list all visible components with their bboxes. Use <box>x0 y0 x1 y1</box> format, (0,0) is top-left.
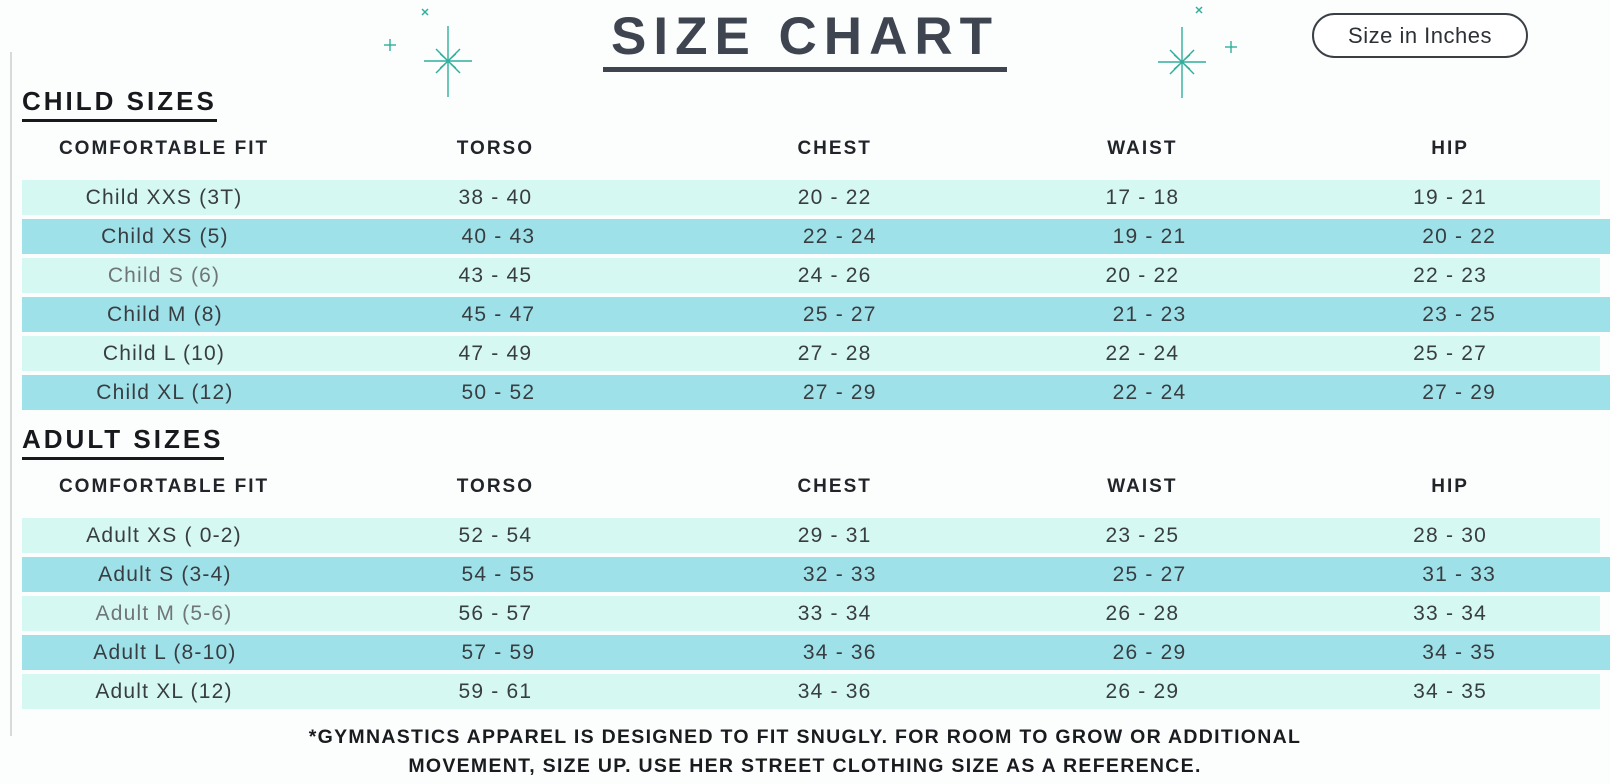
cell-hip: 23 - 25 <box>1422 302 1496 326</box>
section-heading: ADULT SIZES <box>22 424 224 460</box>
size-section: CHILD SIZES COMFORTABLE FIT TORSO CHEST WAI… <box>0 86 1610 410</box>
table-row: Child XXS (3T) 38 - 40 20 - 22 17 - 18 1… <box>22 180 1600 215</box>
cell-waist: 26 - 29 <box>1105 679 1180 703</box>
cell-chest: 27 - 29 <box>802 380 877 404</box>
cell-torso: 59 - 61 <box>458 679 533 703</box>
cell-waist: 22 - 24 <box>1112 380 1187 404</box>
header: SIZE CHART <box>0 0 1610 78</box>
size-table: COMFORTABLE FIT TORSO CHEST WAIST HIP Child … <box>22 134 1610 410</box>
rows: Adult XS ( 0-2) 52 - 54 29 - 31 23 - 25 … <box>22 518 1610 709</box>
column-header: HIP <box>1431 138 1469 159</box>
cell-fit: Child M (8) <box>106 302 223 326</box>
column-header: TORSO <box>456 476 534 497</box>
table-header-row: COMFORTABLE FIT TORSO CHEST WAIST HIP <box>22 472 1600 502</box>
cell-fit: Child XS (5) <box>101 224 229 248</box>
size-section: ADULT SIZES COMFORTABLE FIT TORSO CHEST WAI… <box>0 424 1610 709</box>
cell-chest: 32 - 33 <box>802 562 877 586</box>
cell-hip: 34 - 35 <box>1413 679 1487 703</box>
cell-hip: 33 - 34 <box>1413 601 1487 625</box>
column-header: WAIST <box>1107 476 1178 497</box>
size-in-inches-badge[interactable]: Size in Inches <box>1312 13 1528 58</box>
cell-waist: 20 - 22 <box>1105 263 1180 287</box>
cell-fit: Child XL (12) <box>96 380 234 404</box>
table-row: Adult XS ( 0-2) 52 - 54 29 - 31 23 - 25 … <box>22 518 1600 553</box>
cell-hip: 22 - 23 <box>1413 263 1487 287</box>
cell-chest: 27 - 28 <box>797 341 872 365</box>
column-header: CHEST <box>797 476 872 497</box>
cell-chest: 20 - 22 <box>797 185 872 209</box>
cell-waist: 22 - 24 <box>1105 341 1180 365</box>
cell-torso: 50 - 52 <box>461 380 536 404</box>
cell-waist: 21 - 23 <box>1112 302 1187 326</box>
cell-torso: 56 - 57 <box>458 601 533 625</box>
cell-fit: Child L (10) <box>102 341 226 365</box>
cell-waist: 26 - 29 <box>1112 640 1187 664</box>
cell-hip: 20 - 22 <box>1422 224 1496 248</box>
cell-waist: 25 - 27 <box>1112 562 1187 586</box>
column-header: CHEST <box>797 138 872 159</box>
cell-torso: 52 - 54 <box>458 523 533 547</box>
cell-hip: 34 - 35 <box>1422 640 1496 664</box>
cell-waist: 19 - 21 <box>1112 224 1187 248</box>
size-tables: CHILD SIZES COMFORTABLE FIT TORSO CHEST WAI… <box>0 86 1610 709</box>
table-row: Child M (8) 45 - 47 25 - 27 21 - 23 23 -… <box>22 297 1610 332</box>
table-row: Child XS (5) 40 - 43 22 - 24 19 - 21 20 … <box>22 219 1610 254</box>
cell-fit: Adult S (3-4) <box>98 562 232 586</box>
footnote: *GYMNASTICS APPAREL IS DESIGNED TO FIT S… <box>308 726 1302 777</box>
cell-fit: Adult M (5-6) <box>95 601 233 625</box>
cell-torso: 38 - 40 <box>458 185 533 209</box>
cell-hip: 19 - 21 <box>1413 185 1487 209</box>
table-row: Adult M (5-6) 56 - 57 33 - 34 26 - 28 33… <box>22 596 1600 631</box>
section-heading: CHILD SIZES <box>22 86 217 122</box>
cell-torso: 40 - 43 <box>461 224 536 248</box>
table-row: Child S (6) 43 - 45 24 - 26 20 - 22 22 -… <box>22 258 1600 293</box>
table-row: Child L (10) 47 - 49 27 - 28 22 - 24 25 … <box>22 336 1600 371</box>
rows: Child XXS (3T) 38 - 40 20 - 22 17 - 18 1… <box>22 180 1610 410</box>
column-header: WAIST <box>1107 138 1178 159</box>
cell-chest: 33 - 34 <box>797 601 872 625</box>
column-header: COMFORTABLE FIT <box>58 138 270 159</box>
cell-fit: Adult XL (12) <box>95 679 233 703</box>
cell-chest: 22 - 24 <box>802 224 877 248</box>
cell-hip: 25 - 27 <box>1413 341 1487 365</box>
table-row: Child XL (12) 50 - 52 27 - 29 22 - 24 27… <box>22 375 1610 410</box>
cell-fit: Adult L (8-10) <box>93 640 237 664</box>
cell-chest: 25 - 27 <box>802 302 877 326</box>
cell-torso: 45 - 47 <box>461 302 536 326</box>
cell-chest: 34 - 36 <box>802 640 877 664</box>
window-edge-line <box>10 52 12 736</box>
page-title: SIZE CHART <box>603 9 1007 73</box>
cell-torso: 54 - 55 <box>461 562 536 586</box>
table-row: Adult S (3-4) 54 - 55 32 - 33 25 - 27 31… <box>22 557 1610 592</box>
cell-chest: 24 - 26 <box>797 263 872 287</box>
cell-torso: 47 - 49 <box>458 341 533 365</box>
column-header: TORSO <box>456 138 534 159</box>
cell-hip: 27 - 29 <box>1422 380 1496 404</box>
cell-waist: 23 - 25 <box>1105 523 1180 547</box>
table-header-row: COMFORTABLE FIT TORSO CHEST WAIST HIP <box>22 134 1600 164</box>
cell-hip: 31 - 33 <box>1422 562 1496 586</box>
cell-waist: 26 - 28 <box>1105 601 1180 625</box>
column-header: HIP <box>1431 476 1469 497</box>
column-header: COMFORTABLE FIT <box>58 476 270 497</box>
table-row: Adult XL (12) 59 - 61 34 - 36 26 - 29 34… <box>22 674 1600 709</box>
table-row: Adult L (8-10) 57 - 59 34 - 36 26 - 29 3… <box>22 635 1610 670</box>
cell-torso: 57 - 59 <box>461 640 536 664</box>
cell-chest: 34 - 36 <box>797 679 872 703</box>
cell-chest: 29 - 31 <box>797 523 872 547</box>
cell-torso: 43 - 45 <box>458 263 533 287</box>
cell-fit: Adult XS ( 0-2) <box>86 523 242 547</box>
cell-hip: 28 - 30 <box>1413 523 1487 547</box>
size-table: COMFORTABLE FIT TORSO CHEST WAIST HIP Adult … <box>22 472 1610 709</box>
cell-fit: Child S (6) <box>107 263 221 287</box>
cell-waist: 17 - 18 <box>1105 185 1180 209</box>
cell-fit: Child XXS (3T) <box>85 185 243 209</box>
